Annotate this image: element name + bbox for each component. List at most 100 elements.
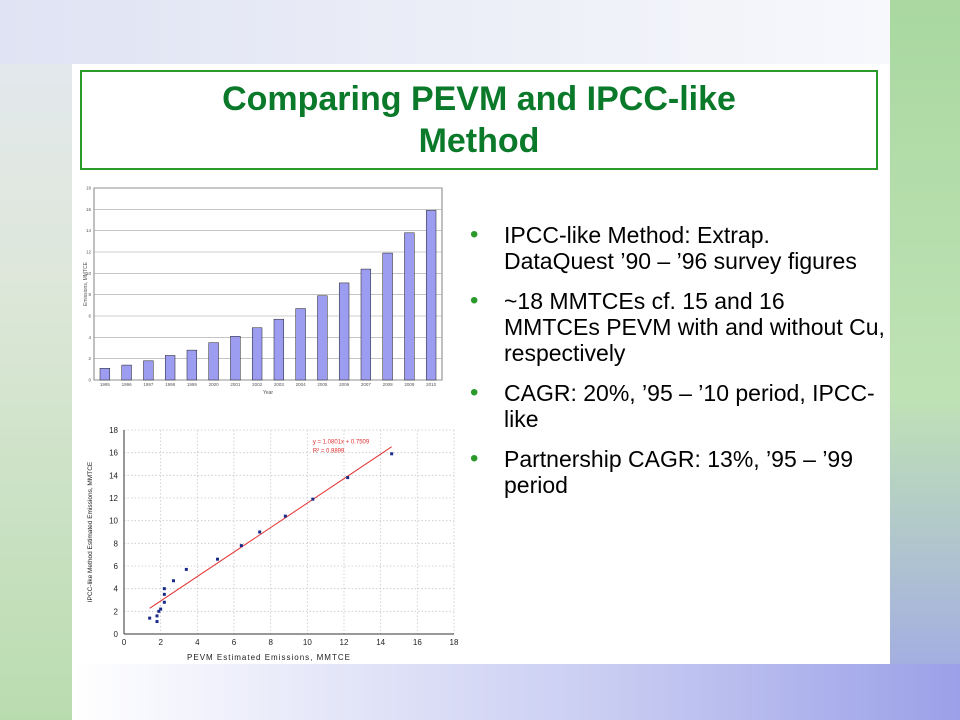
- scatter-point: [159, 607, 163, 611]
- bar-x-tick-label: 2004: [296, 382, 307, 387]
- bar-x-tick-label: 2009: [404, 382, 415, 387]
- bar: [338, 282, 350, 381]
- top-decor-band: [0, 0, 890, 64]
- bar-x-tick-label: 1997: [143, 382, 154, 387]
- bar-y-tick-label: 12: [86, 250, 92, 255]
- trend-r2-label: R² = 0.9899: [313, 449, 345, 455]
- scatter-point: [155, 614, 159, 618]
- bullet-list: • IPCC-like Method: Extrap. DataQuest ’90…: [466, 222, 886, 512]
- scatter-y-tick-label: 0: [114, 630, 119, 639]
- scatter-y-tick-label: 10: [109, 517, 118, 526]
- bar: [121, 364, 132, 381]
- scatter-x-tick-label: 6: [232, 638, 237, 647]
- bar-y-tick-label: 0: [88, 378, 91, 383]
- scatter-x-tick-label: 14: [376, 638, 385, 647]
- bar-x-tick-label: 2000: [209, 382, 220, 387]
- scatter-x-tick-label: 2: [158, 638, 163, 647]
- bar: [208, 342, 219, 381]
- bullet-text: CAGR: 20%, ’95 – ’10 period, IPCC-like: [504, 380, 875, 432]
- bar-y-tick-label: 6: [88, 314, 91, 319]
- bullet-item: • Partnership CAGR: 13%, ’95 – ’99 period: [466, 445, 886, 499]
- scatter-point: [155, 620, 159, 624]
- bar: [295, 308, 306, 381]
- bar: [425, 210, 437, 381]
- scatter-point: [157, 609, 161, 613]
- bar: [317, 295, 328, 381]
- scatter-x-tick-label: 12: [340, 638, 349, 647]
- scatter-x-tick-label: 0: [122, 638, 127, 647]
- bar-x-tick-label: 2010: [426, 382, 437, 387]
- bar-y-tick-label: 10: [86, 271, 92, 276]
- bar: [164, 355, 176, 381]
- bar-y-tick-label: 8: [88, 292, 91, 297]
- title-box: Comparing PEVM and IPCC-like Method: [80, 70, 878, 170]
- bar-x-tick-label: 1995: [100, 382, 111, 387]
- trend-equation-label: y = 1.0801x + 0.7509: [313, 440, 370, 446]
- right-decor-band: [890, 0, 960, 720]
- bullet-dot-icon: •: [470, 445, 479, 472]
- bar: [360, 268, 372, 381]
- scatter-point: [390, 452, 394, 456]
- bar: [273, 318, 285, 381]
- scatter-y-tick-label: 16: [109, 449, 118, 458]
- scatter-point: [216, 557, 219, 561]
- bullet-dot-icon: •: [470, 379, 479, 406]
- bar-y-tick-label: 16: [86, 207, 92, 212]
- bar-x-tick-label: 1996: [122, 382, 133, 387]
- bullet-dot-icon: •: [470, 221, 479, 248]
- bar-x-tick-label: 2003: [274, 382, 285, 387]
- scatter-y-tick-label: 12: [109, 494, 118, 503]
- bottom-decor-band: [72, 664, 960, 720]
- bar-x-tick-label: 2006: [339, 382, 350, 387]
- bar-x-tick-label: 2008: [383, 382, 394, 387]
- bullet-text: Partnership CAGR: 13%, ’95 – ’99 period: [504, 446, 854, 498]
- scatter-point: [162, 600, 166, 604]
- bar: [186, 349, 198, 381]
- scatter-point: [258, 530, 262, 534]
- scatter-y-tick-label: 4: [114, 585, 119, 594]
- scatter-point: [346, 476, 350, 480]
- bar-x-tick-label: 2002: [252, 382, 263, 387]
- bullet-item: • CAGR: 20%, ’95 – ’10 period, IPCC-like: [466, 379, 886, 433]
- scatter-y-tick-label: 14: [109, 471, 118, 480]
- bullet-dot-icon: •: [470, 287, 479, 314]
- bullet-text: ~18 MMTCEs cf. 15 and 16 MMTCEs PEVM wit…: [504, 288, 885, 366]
- scatter-y-tick-label: 2: [114, 607, 119, 616]
- bar-y-tick-label: 14: [86, 228, 92, 233]
- trend-line: [149, 446, 392, 609]
- bar-x-tick-label: 2005: [317, 382, 328, 387]
- bar-y-tick-label: 2: [88, 356, 91, 361]
- scatter-y-tick-label: 6: [114, 562, 119, 571]
- scatter-point: [162, 587, 166, 591]
- bar-x-tick-label: 1998: [165, 382, 176, 387]
- scatter-point: [184, 567, 188, 571]
- bar-y-axis-title: Emissions, MMTCE: [83, 261, 89, 306]
- scatter-x-axis-title: PEVM Estimated Emissions, MMTCE: [187, 653, 351, 662]
- bar-x-tick-label: 1999: [187, 382, 198, 387]
- bullet-text: IPCC-like Method: Extrap. DataQuest ’90 …: [504, 222, 857, 274]
- bar-x-axis-title: Year: [263, 390, 273, 396]
- scatter-x-tick-label: 10: [303, 638, 312, 647]
- scatter-y-axis-title: IPCC-like Method Estimated Emissions, MM…: [87, 461, 94, 602]
- scatter-point: [239, 544, 243, 548]
- left-decor-band: [0, 0, 72, 720]
- bar-y-tick-label: 4: [88, 335, 91, 340]
- bullet-item: • ~18 MMTCEs cf. 15 and 16 MMTCEs PEVM wi…: [466, 287, 886, 367]
- bar: [382, 252, 393, 381]
- bar-x-tick-label: 2007: [361, 382, 372, 387]
- scatter-point: [283, 514, 287, 518]
- bar: [251, 327, 263, 381]
- scatter-point: [148, 616, 152, 620]
- scatter-x-tick-label: 8: [268, 638, 273, 647]
- scatter-point: [162, 592, 166, 596]
- scatter-plot-area: [124, 430, 454, 634]
- scatter-x-tick-label: 18: [450, 638, 459, 647]
- scatter-point: [311, 497, 315, 501]
- scatter-chart: 0 2 4 6 8 10 12 14 16 18 0 2 4 6 8 10 12 14 16 18 y = 1.0801…: [87, 426, 459, 662]
- scatter-y-tick-label: 18: [109, 426, 118, 435]
- slide-title: Comparing PEVM and IPCC-like Method: [222, 80, 736, 160]
- bar: [143, 360, 154, 381]
- bar: [230, 336, 241, 381]
- scatter-y-tick-label: 8: [114, 539, 119, 548]
- bar-chart: 0 2 4 6 8 10 12 14 16 18 1995 1996 1997 1998 1999 2000 2…: [83, 186, 443, 396]
